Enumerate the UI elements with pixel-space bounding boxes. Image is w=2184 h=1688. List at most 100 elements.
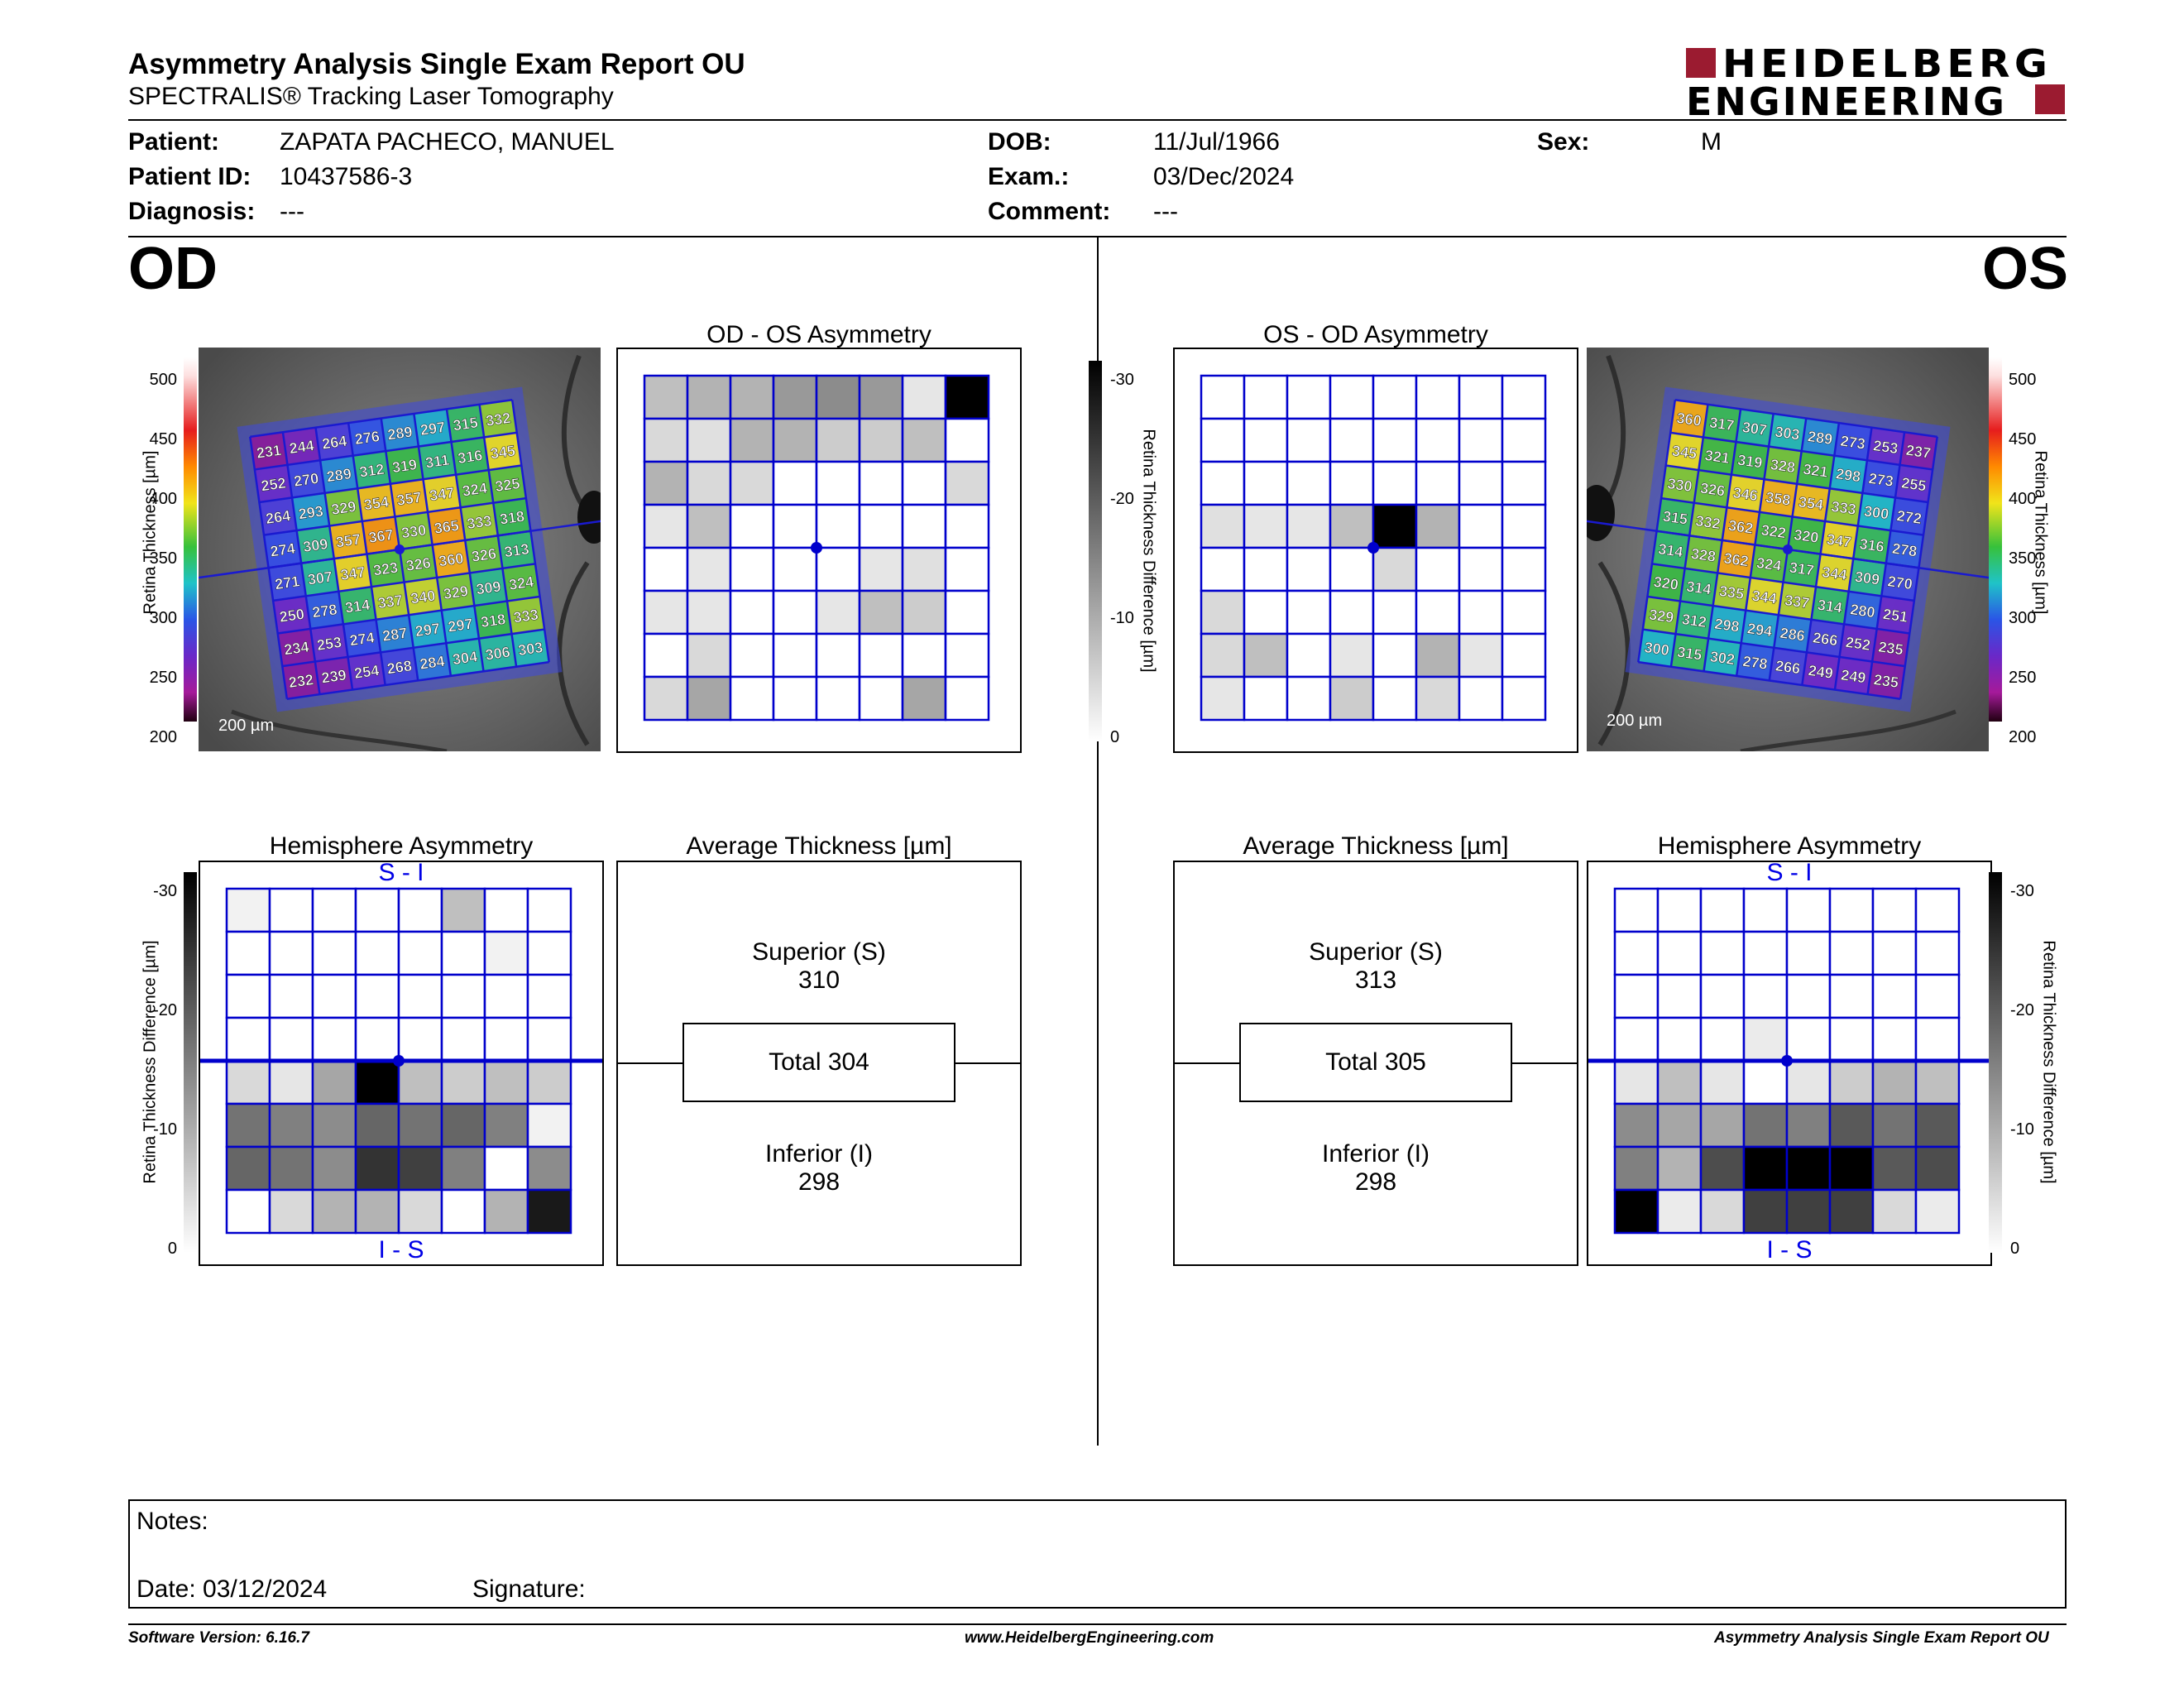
os-thickness-value: 335 bbox=[1718, 583, 1746, 602]
os-thickness-value: 321 bbox=[1703, 447, 1731, 467]
os-hemi-cell bbox=[1656, 973, 1703, 1019]
comment-label: Comment: bbox=[988, 198, 1111, 225]
os-hemi-cell bbox=[1656, 930, 1703, 976]
os-hemi-cell bbox=[1742, 1188, 1789, 1235]
os-thickness-value: 330 bbox=[1666, 475, 1693, 495]
website-link[interactable]: www.HeidelbergEngineering.com bbox=[965, 1629, 1214, 1647]
tick-label: 200 bbox=[2009, 728, 2037, 746]
od-heat-cell bbox=[254, 464, 293, 503]
os-thickness-value: 333 bbox=[1830, 498, 1857, 518]
os-asym-cell bbox=[1243, 374, 1289, 420]
od-thickness-value: 252 bbox=[260, 474, 287, 494]
od-asym-cell bbox=[643, 546, 689, 592]
notes-label: Notes: bbox=[136, 1508, 208, 1535]
os-thickness-value: 346 bbox=[1732, 484, 1760, 504]
os-thickness-value: 320 bbox=[1793, 526, 1820, 546]
os-asym-cell bbox=[1243, 546, 1289, 592]
od-heat-cell bbox=[352, 451, 390, 489]
od-asym-cell bbox=[686, 374, 732, 420]
od-asym-cell bbox=[686, 632, 732, 679]
os-inferior-value: 298 bbox=[1354, 1168, 1397, 1196]
os-heat-cell bbox=[1844, 591, 1882, 629]
os-grid-line bbox=[1638, 660, 1901, 700]
os-hemi-cell bbox=[1656, 1102, 1703, 1149]
os-avg-panel: Superior (S) 313 Total 305 Inferior (I) … bbox=[1173, 861, 1578, 1266]
od-asym-cell bbox=[815, 546, 861, 592]
tick-label: -10 bbox=[1110, 609, 1134, 627]
od-thickness-value: 347 bbox=[429, 484, 456, 504]
os-hemi-cell bbox=[1613, 1059, 1660, 1105]
os-hemi-axis-label: Retina Thickness Difference [µm] bbox=[2039, 940, 2058, 1184]
od-heat-cell bbox=[301, 559, 339, 597]
os-asym-cell bbox=[1372, 417, 1418, 463]
od-asym-cell bbox=[858, 675, 904, 722]
od-hemi-cell bbox=[483, 973, 529, 1019]
os-thickness-value: 289 bbox=[1807, 428, 1834, 448]
os-hemi-cell bbox=[1828, 1102, 1875, 1149]
od-thickness-value: 231 bbox=[256, 442, 283, 462]
os-thickness-value: 300 bbox=[1863, 502, 1890, 522]
od-thickness-value: 293 bbox=[297, 502, 324, 522]
od-heat-cell bbox=[484, 432, 522, 471]
tick-label: -10 bbox=[153, 1120, 177, 1139]
os-hemi-cell bbox=[1742, 1145, 1789, 1192]
od-asym-cell bbox=[858, 374, 904, 420]
os-thickness-value: 324 bbox=[1755, 554, 1783, 574]
od-asym-cell bbox=[858, 460, 904, 506]
od-hemi-cell bbox=[354, 930, 400, 976]
os-heat-cell bbox=[1885, 530, 1924, 568]
os-hemi-cell bbox=[1914, 1188, 1961, 1235]
od-asym-cell bbox=[858, 503, 904, 549]
os-thickness-value: 294 bbox=[1746, 620, 1774, 640]
os-hemi-cell bbox=[1914, 930, 1961, 976]
od-asym-cell bbox=[944, 460, 990, 506]
os-heat-cell bbox=[1834, 656, 1873, 695]
os-asym-cell bbox=[1200, 417, 1246, 463]
os-hemi-cell bbox=[1914, 1059, 1961, 1105]
os-hemi-scale: -30 -20 -10 0 Retina Thickness Difference [… bbox=[1989, 869, 2071, 1266]
od-thickness-value: 324 bbox=[462, 480, 489, 500]
od-asym-cell bbox=[686, 546, 732, 592]
os-asym-cell bbox=[1501, 589, 1547, 635]
od-hemi-cell bbox=[268, 1145, 314, 1192]
od-thickness-value: 357 bbox=[395, 489, 423, 509]
os-heat-cell bbox=[1797, 451, 1835, 489]
od-hemi-cell bbox=[483, 930, 529, 976]
od-asym-cell bbox=[729, 675, 775, 722]
od-thickness-value: 253 bbox=[316, 634, 343, 654]
od-heat-cell bbox=[395, 511, 433, 549]
os-heat-cell bbox=[1881, 563, 1919, 601]
tick-label: -30 bbox=[153, 882, 177, 900]
od-hemi-cell bbox=[268, 930, 314, 976]
od-heat-cell bbox=[329, 520, 367, 559]
os-asym-cell bbox=[1243, 460, 1289, 506]
os-thickness-value: 314 bbox=[1685, 578, 1712, 597]
od-hemi-cell bbox=[526, 1016, 572, 1062]
od-thickness-value: 333 bbox=[512, 607, 539, 626]
od-asym-cell bbox=[944, 632, 990, 679]
os-heat-cell bbox=[1801, 418, 1839, 456]
od-thickness-value: 254 bbox=[353, 662, 381, 682]
od-grid-line bbox=[282, 628, 545, 668]
od-heat-cell bbox=[362, 516, 400, 554]
od-thickness-value: 347 bbox=[339, 563, 366, 583]
os-thickness-value: 317 bbox=[1789, 559, 1816, 579]
footer-report-name: Asymmetry Analysis Single Exam Report OU bbox=[1714, 1629, 2049, 1647]
os-asym-cell bbox=[1372, 675, 1418, 722]
os-hemi-cell bbox=[1785, 1102, 1832, 1149]
os-asym-cell bbox=[1372, 460, 1418, 506]
od-heat-cell bbox=[315, 423, 353, 461]
os-asym-cell bbox=[1286, 374, 1332, 420]
os-hemi-cell bbox=[1914, 1102, 1961, 1149]
os-inferior-label: Inferior (I) bbox=[1321, 1140, 1430, 1168]
od-asym-cell bbox=[815, 675, 861, 722]
notes-box[interactable]: Notes: Date: 03/12/2024 Signature: bbox=[128, 1499, 2067, 1609]
od-thickness-value: 318 bbox=[480, 611, 507, 631]
center-diff-scale: -30 -20 -10 0 Retina Thickness Difference [… bbox=[1089, 354, 1188, 751]
od-heat-cell bbox=[366, 549, 405, 587]
os-asym-cell bbox=[1458, 374, 1504, 420]
od-heat-cell bbox=[282, 661, 320, 699]
od-heat-cell bbox=[413, 643, 451, 681]
od-heat-cell bbox=[441, 606, 479, 644]
od-asym-cell bbox=[729, 417, 775, 463]
